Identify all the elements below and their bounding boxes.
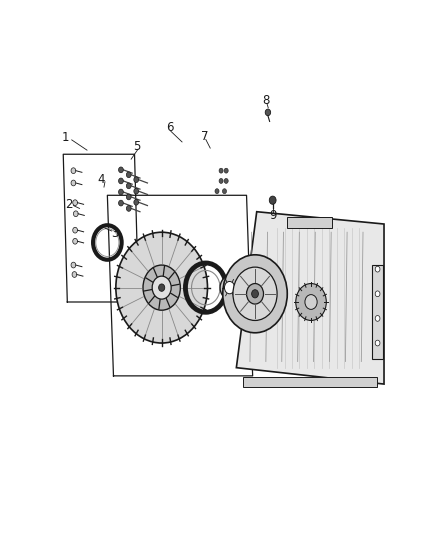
Circle shape	[215, 189, 219, 193]
Circle shape	[134, 199, 138, 205]
Circle shape	[143, 265, 180, 310]
Circle shape	[73, 238, 78, 244]
Circle shape	[127, 172, 131, 177]
Circle shape	[119, 167, 124, 173]
Circle shape	[134, 188, 138, 194]
Circle shape	[224, 281, 235, 294]
Circle shape	[134, 177, 138, 183]
Circle shape	[116, 232, 208, 343]
Circle shape	[375, 266, 380, 272]
Text: 6: 6	[166, 122, 174, 134]
Circle shape	[220, 276, 239, 299]
Text: 5: 5	[134, 140, 141, 152]
Circle shape	[375, 316, 380, 321]
Text: 4: 4	[98, 173, 105, 186]
Circle shape	[119, 189, 124, 195]
Circle shape	[233, 267, 277, 320]
Circle shape	[71, 262, 76, 268]
Circle shape	[73, 227, 78, 233]
Bar	[243, 377, 377, 387]
Circle shape	[296, 284, 326, 320]
Bar	[372, 265, 383, 359]
Circle shape	[251, 290, 258, 298]
Circle shape	[224, 168, 228, 173]
Circle shape	[305, 295, 317, 309]
Bar	[287, 216, 332, 228]
Circle shape	[223, 189, 226, 193]
Circle shape	[375, 340, 380, 346]
Circle shape	[375, 291, 380, 297]
Circle shape	[269, 196, 276, 204]
Text: 3: 3	[111, 227, 118, 239]
Circle shape	[71, 168, 76, 174]
Circle shape	[247, 284, 264, 304]
Polygon shape	[237, 212, 384, 384]
Circle shape	[265, 109, 271, 116]
Circle shape	[219, 168, 223, 173]
Circle shape	[159, 284, 165, 292]
Circle shape	[73, 200, 78, 206]
Circle shape	[219, 179, 223, 183]
Text: 8: 8	[262, 94, 270, 107]
Text: 2: 2	[66, 198, 73, 211]
Circle shape	[223, 255, 287, 333]
Circle shape	[224, 179, 228, 183]
Circle shape	[127, 206, 131, 211]
Circle shape	[119, 178, 124, 184]
Circle shape	[127, 194, 131, 200]
Circle shape	[152, 276, 171, 299]
Circle shape	[71, 180, 76, 186]
Text: 9: 9	[269, 209, 276, 222]
Circle shape	[127, 183, 131, 189]
Circle shape	[72, 272, 77, 277]
Circle shape	[119, 200, 124, 206]
Circle shape	[74, 211, 78, 216]
Text: 1: 1	[62, 131, 69, 144]
Text: 7: 7	[201, 130, 209, 143]
